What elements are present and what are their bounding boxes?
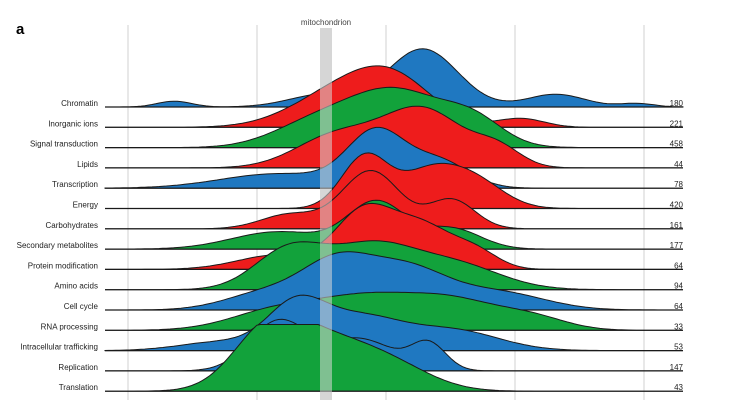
category-label-replication: Replication: [58, 363, 98, 372]
ridge-rna-processing: [105, 291, 683, 331]
mitochondrion-marker-label: mitochondrion: [301, 18, 351, 27]
count-label-intracellular-trafficking: 53: [674, 343, 683, 352]
count-label-replication: 147: [670, 363, 684, 372]
category-label-carbohydrates: Carbohydrates: [46, 221, 98, 230]
count-label-chromatin: 180: [670, 99, 684, 108]
count-label-cell-cycle: 64: [674, 302, 683, 311]
category-labels: Chromatin Inorganic ions Signal transducti…: [17, 99, 99, 392]
category-label-inorganic-ions: Inorganic ions: [48, 119, 98, 128]
category-label-lipids: Lipids: [77, 160, 98, 169]
count-labels: 180 221 458 44 78 420 161 177 64 94 64 33 53 147 43: [670, 99, 684, 392]
category-label-cell-cycle: Cell cycle: [64, 302, 99, 311]
ridge-cell-cycle: [105, 251, 683, 311]
category-label-signal-transduction: Signal transduction: [30, 140, 98, 149]
category-label-intracellular-trafficking: Intracellular trafficking: [20, 343, 98, 352]
category-label-chromatin: Chromatin: [61, 99, 98, 108]
count-label-energy: 420: [670, 201, 684, 210]
category-label-rna-processing: RNA processing: [41, 322, 98, 331]
category-label-amino-acids: Amino acids: [54, 282, 98, 291]
count-label-carbohydrates: 161: [670, 221, 684, 230]
panel-letter: a: [16, 21, 25, 38]
category-label-secondary-metabolites: Secondary metabolites: [17, 241, 98, 250]
category-label-energy: Energy: [73, 201, 98, 210]
category-label-translation: Translation: [59, 383, 98, 392]
count-label-protein-modification: 64: [674, 261, 683, 270]
count-label-transcription: 78: [674, 180, 683, 189]
count-label-rna-processing: 33: [674, 322, 683, 331]
count-label-translation: 43: [674, 383, 683, 392]
mitochondrion-marker-overlay: [320, 28, 332, 400]
count-label-amino-acids: 94: [674, 282, 683, 291]
count-label-lipids: 44: [674, 160, 683, 169]
count-label-inorganic-ions: 221: [670, 119, 684, 128]
ridges: [104, 48, 684, 392]
category-label-transcription: Transcription: [52, 180, 98, 189]
count-label-signal-transduction: 458: [670, 140, 684, 149]
count-label-secondary-metabolites: 177: [670, 241, 684, 250]
category-label-protein-modification: Protein modification: [28, 261, 98, 270]
